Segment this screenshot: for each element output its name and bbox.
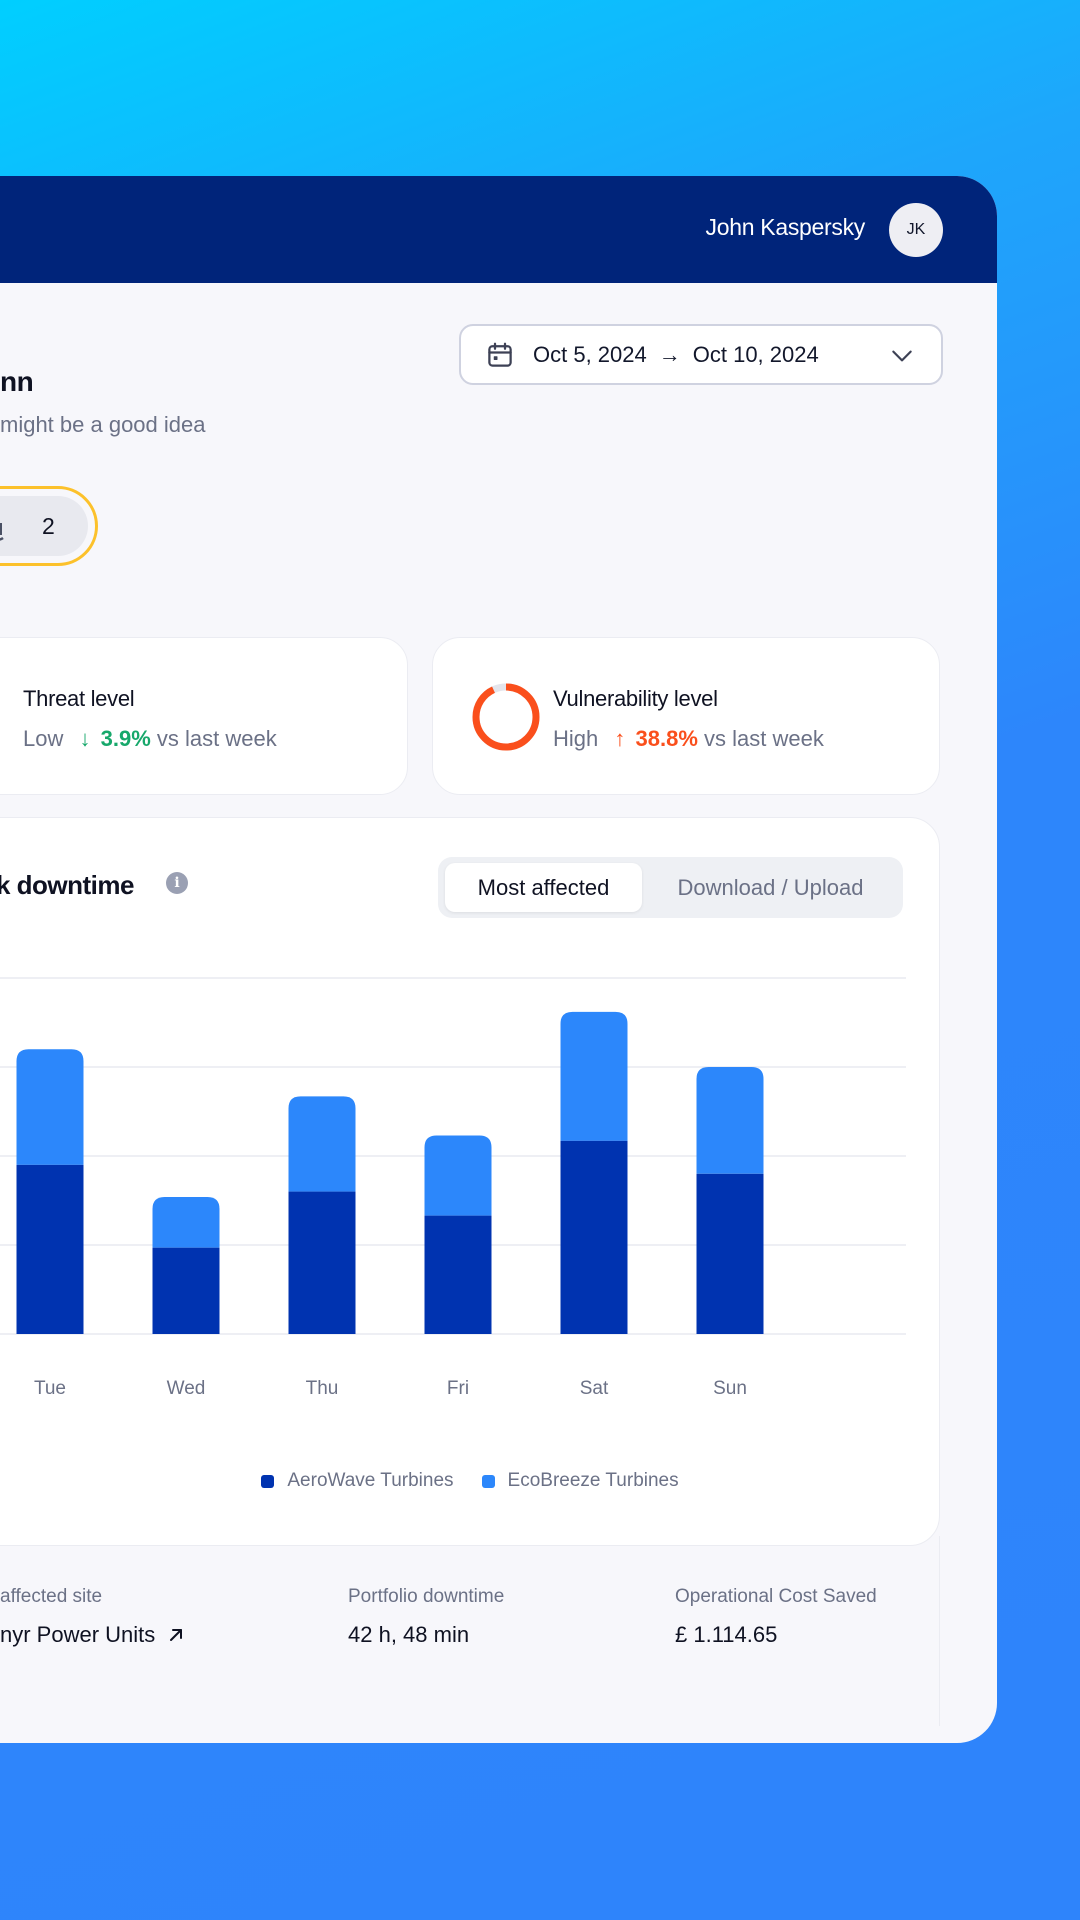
bar-aerowave-thu[interactable] bbox=[288, 1191, 356, 1334]
bar-ecobreeze-thu[interactable] bbox=[288, 1096, 356, 1192]
date-range-picker[interactable]: Oct 5, 2024 → Oct 10, 2024 bbox=[459, 324, 943, 385]
vulnerability-suffix: vs last week bbox=[704, 726, 824, 751]
date-start: Oct 5, 2024 bbox=[533, 341, 647, 367]
user-name[interactable]: John Kaspersky bbox=[705, 214, 866, 240]
legend-swatch-aerowave bbox=[261, 1474, 275, 1488]
cost-saved-label: Operational Cost Saved bbox=[675, 1586, 877, 1607]
bar-ecobreeze-sun[interactable] bbox=[696, 1067, 764, 1174]
threat-suffix: vs last week bbox=[156, 726, 277, 751]
portfolio-downtime-label: Portfolio downtime bbox=[348, 1586, 505, 1607]
threat-level-card[interactable]: Threat level Low ↓ 3.9% vs last week bbox=[0, 637, 408, 795]
vulnerability-ring bbox=[472, 683, 540, 751]
vulnerability-level-value: High bbox=[553, 726, 599, 751]
most-affected-label: affected site bbox=[0, 1586, 103, 1607]
threat-summary: Low ↓ 3.9% vs last week bbox=[23, 726, 277, 752]
tab-most-affected[interactable]: Most affected bbox=[445, 863, 642, 912]
vulnerability-change: 38.8% bbox=[635, 726, 698, 751]
x-tick-label: Tue bbox=[34, 1378, 66, 1399]
page-subtitle: might be a good idea bbox=[0, 412, 206, 437]
legend-item-aerowave[interactable]: AeroWave Turbines bbox=[261, 1470, 454, 1492]
upload-water-icon bbox=[0, 523, 4, 541]
bar-aerowave-fri[interactable] bbox=[424, 1215, 492, 1334]
bar-aerowave-sat[interactable] bbox=[560, 1140, 628, 1334]
calendar-icon bbox=[488, 342, 512, 367]
top-bar: John Kaspersky JK bbox=[0, 176, 997, 283]
x-tick-label: Thu bbox=[306, 1378, 339, 1399]
threat-change: 3.9% bbox=[100, 726, 151, 751]
upload-chip-inner: 2 bbox=[0, 496, 88, 556]
most-affected-value[interactable]: nyr Power Units bbox=[0, 1622, 185, 1648]
x-tick-label: Wed bbox=[167, 1378, 206, 1399]
threat-title: Threat level bbox=[23, 686, 135, 711]
bar-chart: MonTueWedThuFriSatSun bbox=[0, 977, 906, 1399]
vulnerability-title: Vulnerability level bbox=[553, 686, 718, 711]
bar-aerowave-sun[interactable] bbox=[696, 1173, 764, 1334]
x-tick-label: Sun bbox=[713, 1378, 747, 1399]
x-tick-label: Sat bbox=[580, 1378, 609, 1399]
external-link-icon bbox=[170, 1629, 183, 1641]
date-end: Oct 10, 2024 bbox=[692, 341, 819, 367]
portfolio-downtime-value: 42 h, 48 min bbox=[348, 1622, 470, 1647]
bar-aerowave-wed[interactable] bbox=[152, 1247, 220, 1334]
chart-tab-switch: Most affected Download / Upload bbox=[438, 857, 903, 918]
bar-ecobreeze-sat[interactable] bbox=[560, 1011, 628, 1141]
footer-portfolio-downtime: Portfolio downtime 42 h, 48 min bbox=[348, 1586, 504, 1648]
dashboard-panel: John Kaspersky JK nn might be a good ide… bbox=[0, 176, 997, 1743]
vulnerability-summary: High ↑ 38.8% vs last week bbox=[553, 726, 824, 752]
arrow-up-icon: ↑ bbox=[614, 726, 626, 751]
bar-ecobreeze-tue[interactable] bbox=[16, 1049, 84, 1165]
cost-saved-value: £ 1.114.65 bbox=[675, 1622, 778, 1647]
legend-swatch-ecobreeze bbox=[481, 1474, 495, 1488]
bar-aerowave-tue[interactable] bbox=[16, 1164, 84, 1334]
x-tick-label: Fri bbox=[447, 1378, 469, 1399]
tab-download-upload[interactable]: Download / Upload bbox=[677, 874, 864, 900]
vulnerability-level-card[interactable]: Vulnerability level High ↑ 38.8% vs last… bbox=[432, 637, 940, 795]
chart-title: vork downtime bbox=[0, 870, 134, 900]
footer-cost-saved: Operational Cost Saved £ 1.114.65 bbox=[675, 1586, 877, 1648]
upload-chip[interactable]: 2 bbox=[0, 486, 98, 566]
legend-label-ecobreeze: EcoBreeze Turbines bbox=[507, 1470, 679, 1491]
arrow-down-icon: ↓ bbox=[79, 726, 91, 751]
bar-ecobreeze-wed[interactable] bbox=[152, 1196, 220, 1248]
most-affected-site: nyr Power Units bbox=[0, 1622, 156, 1647]
footer-most-affected: affected site nyr Power Units bbox=[0, 1586, 185, 1648]
downtime-chart-card: vork downtime i Most affected Download /… bbox=[0, 817, 940, 1546]
threat-level-value: Low bbox=[23, 726, 64, 751]
footer-divider bbox=[939, 1536, 940, 1726]
legend-label-aerowave: AeroWave Turbines bbox=[287, 1470, 454, 1491]
legend-item-ecobreeze[interactable]: EcoBreeze Turbines bbox=[481, 1470, 679, 1492]
bar-ecobreeze-fri[interactable] bbox=[424, 1135, 492, 1216]
avatar[interactable]: JK bbox=[889, 203, 943, 257]
chevron-down-icon bbox=[892, 350, 912, 362]
chart-legend: AeroWave Turbines EcoBreeze Turbines bbox=[0, 1470, 939, 1492]
page-title: nn bbox=[0, 366, 34, 397]
upload-count: 2 bbox=[42, 512, 55, 539]
arrow-right-icon: → bbox=[658, 341, 681, 367]
info-icon[interactable]: i bbox=[166, 872, 188, 894]
